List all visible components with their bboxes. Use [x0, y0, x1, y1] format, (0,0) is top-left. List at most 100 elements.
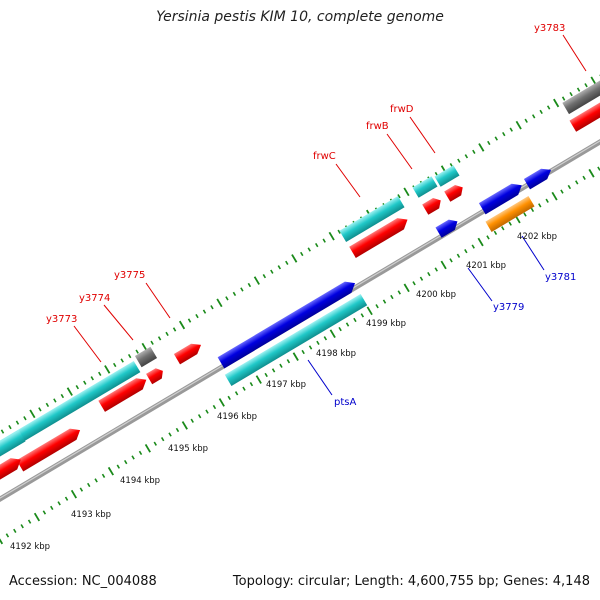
- blue-feature[interactable]: [523, 165, 554, 190]
- lower-minor-tick: [13, 528, 17, 533]
- cyan-feature[interactable]: [434, 165, 460, 187]
- lower-minor-tick: [397, 290, 401, 295]
- leader-line-frwB: [386, 133, 413, 170]
- lower-minor-tick: [382, 299, 387, 304]
- gene-label-y3779[interactable]: y3779: [493, 302, 524, 313]
- lower-minor-tick: [545, 198, 549, 203]
- lower-minor-tick: [582, 175, 586, 180]
- lower-minor-tick: [264, 372, 268, 378]
- lower-major-tick: [551, 191, 558, 201]
- lower-major-tick: [329, 329, 336, 339]
- upper-minor-tick: [397, 194, 401, 199]
- upper-minor-tick: [247, 282, 252, 288]
- lower-minor-tick: [360, 313, 365, 318]
- gray-feature[interactable]: [134, 346, 158, 368]
- gene-label-y3775[interactable]: y3775: [114, 270, 145, 281]
- upper-major-tick: [291, 254, 298, 263]
- lower-minor-tick: [434, 267, 438, 272]
- blue-feature[interactable]: [217, 278, 359, 369]
- orange-feature[interactable]: [485, 196, 535, 232]
- upper-minor-tick: [457, 158, 461, 163]
- cyan-feature[interactable]: [0, 430, 26, 462]
- lower-minor-tick: [301, 349, 305, 355]
- gene-label-y3773[interactable]: y3773: [46, 314, 77, 325]
- lower-minor-tick: [464, 249, 468, 254]
- tick-label: 4195 kbp: [168, 444, 208, 454]
- red-feature[interactable]: [173, 340, 204, 365]
- upper-minor-tick: [569, 91, 573, 97]
- leader-line-y3779: [467, 267, 493, 302]
- upper-major-tick: [178, 320, 186, 330]
- gene-label-frwB[interactable]: frwB: [366, 121, 389, 132]
- lower-minor-tick: [190, 418, 194, 423]
- upper-minor-tick: [98, 371, 102, 376]
- upper-minor-tick: [15, 420, 20, 425]
- upper-minor-tick: [524, 118, 528, 123]
- map-title: Yersinia pestis KIM 10, complete genome: [156, 9, 444, 25]
- lower-minor-tick: [249, 382, 254, 387]
- red-feature[interactable]: [16, 425, 84, 472]
- lower-minor-tick: [449, 258, 453, 263]
- lower-minor-tick: [227, 395, 231, 401]
- lower-major-tick: [403, 283, 410, 293]
- upper-minor-tick: [509, 127, 513, 132]
- tick-label: 4193 kbp: [71, 510, 111, 520]
- red-feature[interactable]: [569, 100, 600, 132]
- lower-minor-tick: [427, 271, 431, 277]
- upper-minor-tick: [561, 96, 566, 101]
- upper-minor-tick: [38, 407, 42, 412]
- upper-major-tick: [104, 365, 111, 374]
- lower-minor-tick: [286, 359, 291, 364]
- leader-line-frwC: [335, 163, 361, 198]
- upper-minor-tick: [75, 385, 80, 390]
- gene-label-ptsA[interactable]: ptsA: [334, 397, 356, 408]
- red-feature[interactable]: [98, 374, 149, 412]
- lower-minor-tick: [323, 336, 328, 341]
- upper-minor-tick: [135, 349, 139, 354]
- red-feature[interactable]: [422, 195, 444, 215]
- gray-feature[interactable]: [562, 79, 600, 115]
- genome-summary-text: Topology: circular; Length: 4,600,755 bp…: [232, 574, 590, 589]
- gene-label-y3774[interactable]: y3774: [79, 293, 110, 304]
- red-feature[interactable]: [349, 214, 411, 258]
- lower-minor-tick: [279, 363, 283, 368]
- lower-major-tick: [477, 237, 484, 247]
- lower-minor-tick: [560, 189, 564, 194]
- gene-label-y3781[interactable]: y3781: [545, 272, 576, 283]
- leader-line-y3775: [145, 282, 171, 319]
- upper-minor-tick: [576, 87, 581, 92]
- upper-minor-tick: [225, 296, 229, 301]
- lower-minor-tick: [212, 404, 217, 410]
- upper-minor-tick: [262, 274, 267, 279]
- cyan-feature[interactable]: [339, 196, 405, 242]
- blue-feature[interactable]: [478, 180, 525, 215]
- tick-label: 4199 kbp: [366, 319, 406, 329]
- cyan-feature[interactable]: [0, 360, 141, 460]
- gene-label-frwD[interactable]: frwD: [390, 104, 414, 115]
- label-leaders: [73, 34, 587, 396]
- lower-major-tick: [366, 306, 373, 316]
- lower-minor-tick: [508, 221, 512, 226]
- blue-feature[interactable]: [435, 216, 460, 238]
- lower-minor-tick: [353, 317, 357, 323]
- lower-minor-tick: [567, 184, 572, 190]
- red-feature[interactable]: [444, 182, 466, 202]
- lower-minor-tick: [42, 510, 47, 515]
- upper-minor-tick: [584, 83, 588, 88]
- lower-major-tick: [255, 375, 262, 384]
- upper-major-tick: [29, 409, 36, 419]
- lower-minor-tick: [57, 501, 61, 506]
- lower-major-tick: [440, 260, 447, 270]
- red-feature[interactable]: [146, 366, 166, 385]
- tick-label: 4198 kbp: [316, 349, 356, 359]
- upper-minor-tick: [45, 402, 50, 408]
- red-feature[interactable]: [0, 454, 24, 496]
- gene-label-y3783[interactable]: y3783: [534, 23, 565, 34]
- cyan-feature[interactable]: [224, 294, 368, 386]
- gene-label-frwC[interactable]: frwC: [313, 151, 336, 162]
- upper-minor-tick: [60, 393, 65, 399]
- cyan-feature[interactable]: [412, 176, 438, 198]
- upper-minor-tick: [157, 336, 162, 341]
- tick-labels: 4192 kbp 4193 kbp 4194 kbp 4195 kbp 4196 kbp…: [10, 232, 557, 552]
